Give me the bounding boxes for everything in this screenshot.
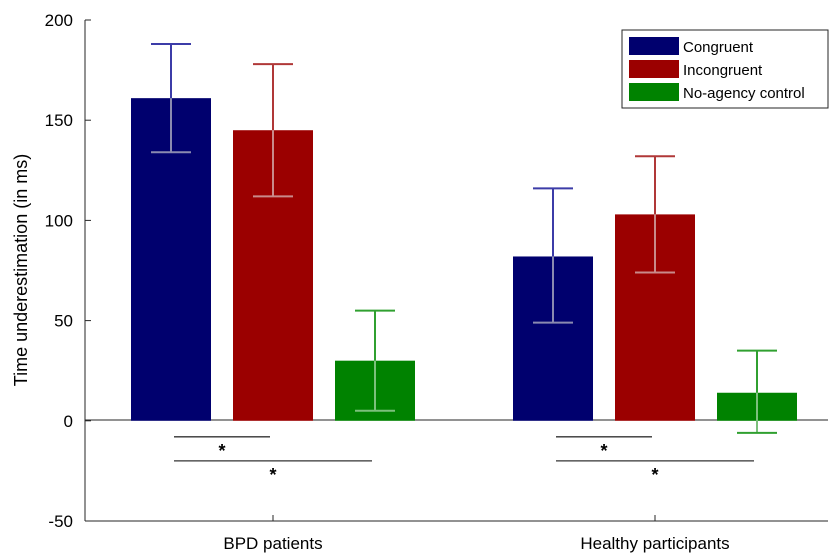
significance-group: * * * * (174, 436, 754, 485)
y-tick-label: 200 (45, 11, 73, 30)
y-tick-label: 150 (45, 111, 73, 130)
significance-star: * (218, 441, 225, 461)
legend-swatch (629, 60, 679, 78)
legend-label: Congruent (683, 39, 754, 56)
x-tick-group: BPD patients Healthy participants (223, 515, 730, 553)
y-tick-label: -50 (48, 512, 73, 531)
x-tick-label: BPD patients (223, 534, 322, 553)
legend-label: Incongruent (683, 62, 763, 79)
y-axis-label: Time underestimation (in ms) (11, 154, 31, 386)
significance-star: * (269, 465, 276, 485)
legend-label: No-agency control (683, 85, 805, 102)
legend-swatch (629, 37, 679, 55)
bar-group (131, 98, 797, 421)
significance-star: * (600, 441, 607, 461)
y-tick-group: -50 0 50 100 150 200 (45, 11, 91, 531)
y-tick-label: 0 (64, 412, 73, 431)
legend: Congruent Incongruent No-agency control (621, 29, 829, 109)
significance-star: * (651, 465, 658, 485)
error-bar-group (151, 43, 777, 434)
y-tick-label: 100 (45, 211, 73, 230)
y-tick-label: 50 (54, 312, 73, 331)
legend-swatch (629, 83, 679, 101)
x-tick-label: Healthy participants (580, 534, 729, 553)
